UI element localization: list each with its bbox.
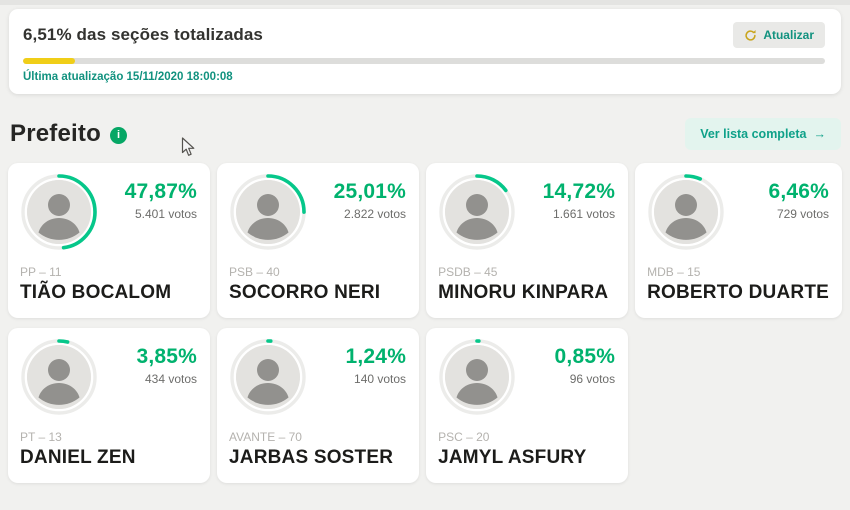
candidate-votes: 2.822 votos	[344, 207, 407, 221]
info-icon[interactable]: i	[109, 126, 127, 144]
percent-ring	[21, 174, 97, 250]
refresh-icon	[745, 29, 756, 41]
candidate-votes: 96 votos	[569, 372, 616, 386]
candidate-votes: 140 votos	[354, 372, 407, 386]
candidate-party: PT – 13	[20, 430, 62, 444]
candidate-card[interactable]: 0,85% 96 votos PSC – 20 JAMYL ASFURY	[426, 328, 629, 483]
candidate-card[interactable]: 47,87% 5.401 votos PP – 11 TIÃO BOCALOM	[8, 163, 211, 318]
candidate-photo-ring	[229, 173, 307, 251]
last-update-text: Última atualização 15/11/2020 18:00:08	[23, 71, 233, 83]
candidate-party: PSB – 40	[229, 265, 280, 279]
candidate-name: MINORU KINPARA	[438, 282, 609, 303]
percent-ring	[230, 174, 306, 250]
candidate-photo	[27, 180, 91, 244]
candidate-photo-ring	[20, 173, 98, 251]
candidate-votes: 1.661 votos	[553, 207, 616, 221]
candidate-photo	[654, 180, 719, 244]
candidate-photo	[27, 345, 91, 409]
candidate-party: PSC – 20	[438, 430, 490, 444]
candidate-votes: 5.401 votos	[134, 207, 198, 221]
candidate-photo	[445, 345, 510, 409]
candidate-name: JARBAS SOSTER	[229, 447, 394, 468]
candidate-percent: 47,87%	[124, 180, 198, 203]
candidate-card[interactable]: 3,85% 434 votos PT – 13 DANIEL ZEN	[8, 328, 211, 483]
refresh-button[interactable]: Atualizar	[733, 22, 825, 48]
candidate-photo	[236, 180, 301, 244]
candidate-name: TIÃO BOCALOM	[20, 282, 172, 303]
candidate-photo	[445, 180, 510, 244]
candidate-name: JAMYL ASFURY	[438, 447, 587, 468]
percent-ring	[21, 339, 97, 415]
totalization-panel: 6,51% das seções totalizadas Atualizar Ú…	[9, 9, 841, 94]
candidate-percent: 25,01%	[333, 180, 407, 203]
candidate-percent: 3,85%	[136, 345, 198, 368]
candidate-photo-ring	[229, 338, 307, 416]
candidate-percent: 6,46%	[768, 180, 829, 203]
candidate-votes: 729 votos	[776, 207, 829, 221]
candidates-grid: 47,87% 5.401 votos PP – 11 TIÃO BOCALOM …	[8, 163, 842, 483]
totalization-progress-track	[23, 58, 825, 64]
candidate-photo-ring	[647, 173, 725, 251]
page-top-edge	[0, 0, 850, 5]
arrow-right-icon: →	[813, 127, 827, 141]
candidate-party: PSDB – 45	[438, 265, 498, 279]
candidate-votes: 434 votos	[144, 372, 198, 386]
candidate-card[interactable]: 14,72% 1.661 votos PSDB – 45 MINORU KINP…	[426, 163, 629, 318]
percent-ring	[230, 339, 306, 415]
candidate-percent: 0,85%	[554, 345, 616, 368]
candidate-card[interactable]: 6,46% 729 votos MDB – 15 ROBERTO DUARTE	[635, 163, 842, 318]
refresh-label: Atualizar	[763, 28, 814, 42]
totalization-progress-fill	[23, 58, 76, 64]
candidate-card[interactable]: 25,01% 2.822 votos PSB – 40 SOCORRO NERI	[217, 163, 420, 318]
candidate-card[interactable]: 1,24% 140 votos AVANTE – 70 JARBAS SOSTE…	[217, 328, 420, 483]
candidate-percent: 1,24%	[345, 345, 407, 368]
candidate-photo	[236, 345, 301, 409]
percent-ring	[648, 174, 724, 250]
view-full-list-label: Ver lista completa	[700, 127, 807, 141]
candidate-percent: 14,72%	[542, 180, 616, 203]
candidate-party: PP – 11	[20, 265, 62, 279]
percent-ring	[439, 174, 515, 250]
view-full-list-button[interactable]: Ver lista completa →	[685, 118, 841, 150]
candidate-party: AVANTE – 70	[229, 430, 302, 444]
totalization-title: 6,51% das seções totalizadas	[23, 25, 263, 44]
candidate-name: SOCORRO NERI	[229, 282, 381, 303]
candidate-photo-ring	[438, 338, 516, 416]
candidate-photo-ring	[438, 173, 516, 251]
candidate-photo-ring	[20, 338, 98, 416]
page-title: Prefeito	[10, 120, 101, 147]
candidate-name: DANIEL ZEN	[20, 447, 136, 468]
percent-ring	[439, 339, 515, 415]
candidate-party: MDB – 15	[647, 265, 701, 279]
candidate-name: ROBERTO DUARTE	[647, 282, 829, 303]
